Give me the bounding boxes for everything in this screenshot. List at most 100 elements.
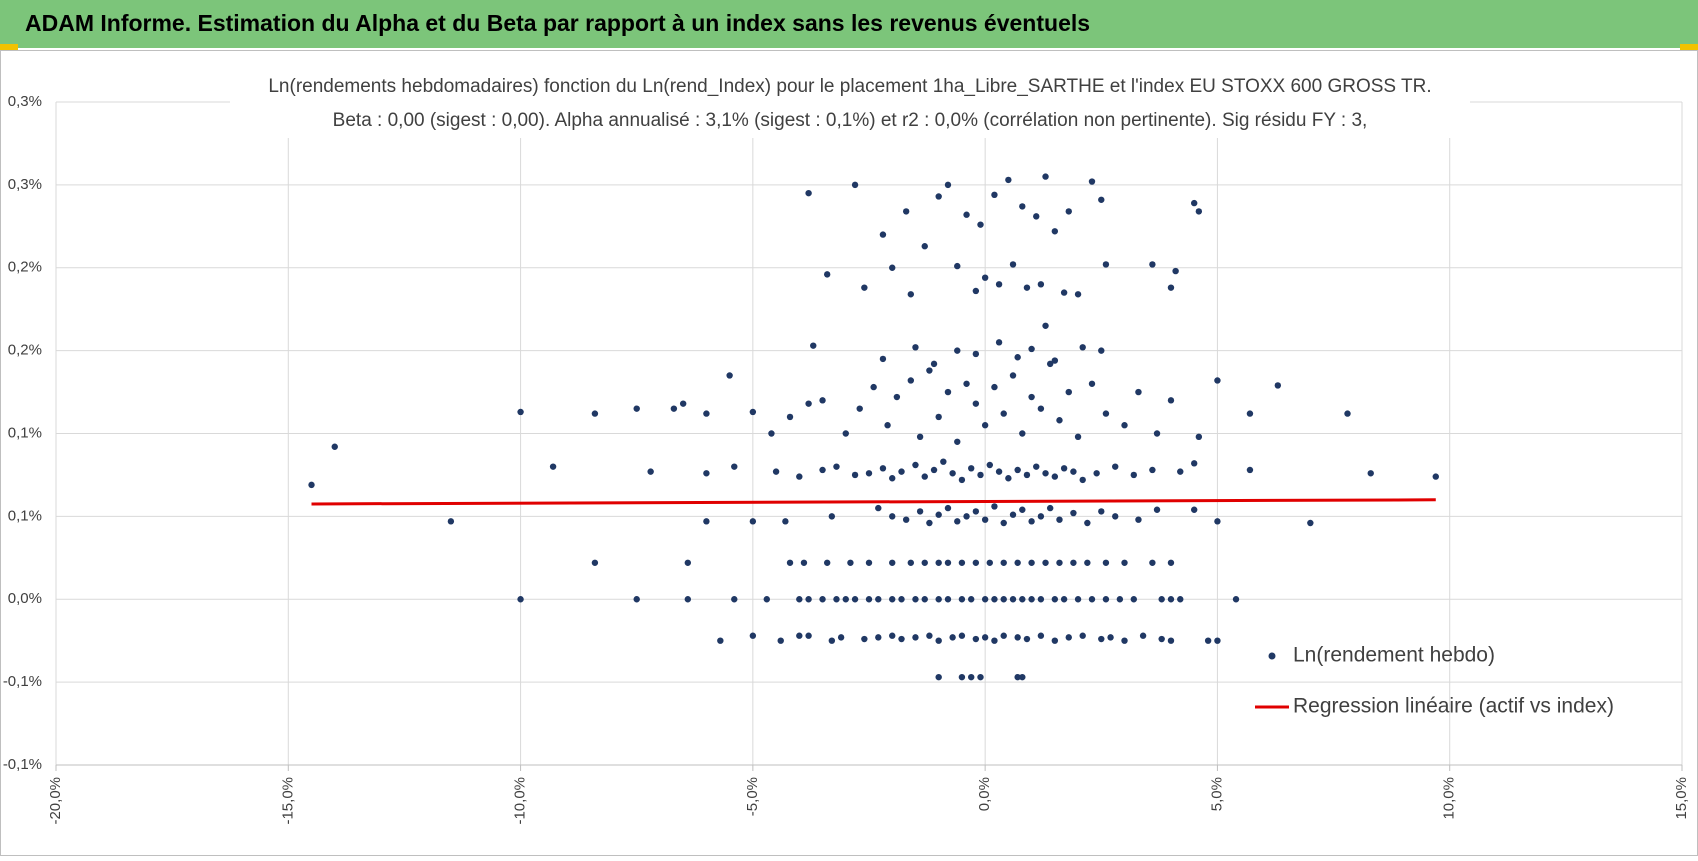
data-point	[703, 410, 710, 417]
data-point	[810, 342, 817, 349]
data-point	[517, 596, 524, 603]
data-point	[977, 471, 984, 479]
data-point	[940, 458, 947, 465]
x-tick-label: -20,0%	[47, 777, 64, 825]
data-point	[1079, 632, 1086, 639]
data-point	[1121, 422, 1128, 429]
data-point	[1246, 410, 1254, 417]
data-point	[1177, 596, 1184, 603]
data-point	[1037, 632, 1045, 639]
data-point	[884, 422, 891, 429]
y-tick-label: -0,1%	[3, 756, 42, 773]
data-point	[977, 673, 984, 681]
data-point	[879, 465, 887, 472]
y-tick-label: 0,2%	[8, 259, 42, 276]
data-point	[944, 596, 952, 603]
data-point	[898, 635, 905, 643]
data-point	[875, 634, 882, 641]
data-point	[1056, 559, 1063, 566]
data-point	[1177, 468, 1184, 475]
data-point	[889, 513, 896, 520]
data-point	[935, 511, 942, 518]
data-point	[763, 596, 770, 603]
y-tick-label: 0,1%	[8, 507, 42, 524]
data-point	[1098, 196, 1105, 203]
data-point	[800, 559, 808, 566]
data-point	[865, 559, 873, 566]
data-point	[1042, 322, 1049, 329]
data-point	[935, 413, 942, 421]
x-tick-label: 10,0%	[1441, 777, 1458, 820]
data-point	[912, 344, 919, 351]
data-point	[930, 466, 938, 474]
data-point	[851, 181, 859, 189]
data-point	[1070, 559, 1077, 566]
data-point	[847, 559, 854, 566]
data-point	[1005, 475, 1012, 482]
data-point	[1014, 559, 1021, 566]
data-point	[772, 468, 780, 475]
data-point	[1084, 519, 1091, 527]
data-point	[958, 476, 966, 484]
data-point	[991, 383, 998, 391]
data-point	[995, 468, 1003, 475]
data-point	[1042, 173, 1049, 180]
data-point	[819, 596, 826, 603]
data-point	[1432, 473, 1439, 480]
data-point	[1028, 345, 1035, 353]
corner-mark	[1680, 44, 1698, 50]
data-point	[921, 596, 928, 603]
data-point	[958, 596, 966, 603]
header-bar	[0, 0, 1698, 48]
x-tick-label: 5,0%	[1208, 777, 1225, 811]
data-point	[865, 596, 873, 603]
data-point	[1102, 559, 1110, 566]
data-point	[1139, 632, 1147, 639]
data-point	[1149, 466, 1156, 474]
data-point	[991, 637, 998, 644]
y-tick-label: 0,0%	[8, 590, 42, 607]
data-point	[331, 443, 338, 450]
data-point	[1019, 203, 1026, 210]
data-point	[851, 596, 859, 603]
data-point	[889, 475, 896, 482]
data-point	[954, 438, 961, 445]
data-point	[1014, 354, 1021, 361]
data-point	[930, 360, 938, 368]
x-tick-label: 0,0%	[976, 777, 993, 811]
data-point	[1214, 518, 1221, 525]
data-point	[921, 559, 928, 566]
data-point	[1051, 637, 1059, 644]
data-point	[981, 516, 989, 523]
data-point	[1167, 559, 1175, 566]
data-point	[1070, 509, 1077, 517]
data-point	[935, 559, 942, 566]
data-point	[1098, 508, 1105, 515]
data-point	[856, 405, 863, 412]
data-point	[921, 473, 928, 480]
data-point	[1009, 511, 1017, 518]
data-point	[1204, 637, 1212, 644]
data-point	[1019, 673, 1026, 681]
data-point	[308, 481, 315, 489]
data-point	[837, 634, 845, 641]
data-point	[1130, 596, 1138, 603]
data-point	[786, 559, 794, 566]
y-tick-label: 0,3%	[8, 93, 42, 110]
data-point	[731, 463, 738, 470]
data-point	[1033, 463, 1040, 470]
legend-label: Regression linéaire (actif vs index)	[1293, 695, 1614, 718]
data-point	[1023, 471, 1031, 479]
data-point	[1014, 673, 1021, 681]
data-point	[549, 463, 557, 470]
data-point	[1167, 596, 1175, 603]
data-point	[1307, 519, 1314, 527]
data-point	[684, 596, 692, 603]
data-point	[944, 388, 952, 396]
data-point	[1037, 513, 1045, 520]
data-point	[633, 405, 640, 412]
data-point	[865, 470, 873, 477]
data-point	[1037, 281, 1045, 288]
data-point	[898, 468, 905, 475]
data-point	[1112, 513, 1119, 520]
